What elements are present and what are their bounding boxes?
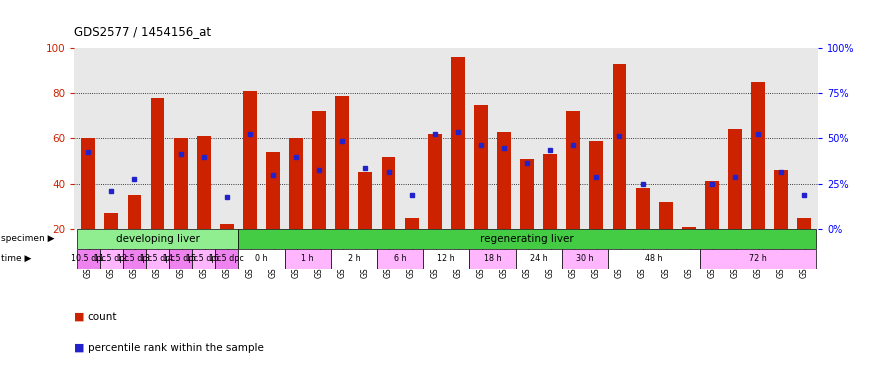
Bar <box>284 249 331 269</box>
Bar <box>238 249 284 269</box>
Bar <box>659 202 673 229</box>
Text: 12.5 dpc: 12.5 dpc <box>117 254 152 263</box>
Bar <box>77 249 100 269</box>
Bar <box>774 170 788 229</box>
Bar <box>220 225 234 229</box>
Bar <box>81 139 95 229</box>
Text: 48 h: 48 h <box>646 254 663 263</box>
Bar <box>197 136 211 229</box>
Bar <box>424 249 469 269</box>
Bar <box>238 229 816 249</box>
Bar <box>359 172 373 229</box>
Text: 18 h: 18 h <box>484 254 501 263</box>
Bar <box>566 111 580 229</box>
Bar <box>331 249 377 269</box>
Bar <box>404 218 418 229</box>
Text: 11.5 dpc: 11.5 dpc <box>94 254 129 263</box>
Bar <box>104 213 118 229</box>
Text: percentile rank within the sample: percentile rank within the sample <box>88 343 263 353</box>
Text: time ▶: time ▶ <box>1 254 31 263</box>
Bar <box>700 249 816 269</box>
Text: 72 h: 72 h <box>749 254 767 263</box>
Text: ■: ■ <box>74 312 85 322</box>
Bar <box>335 96 349 229</box>
Bar <box>474 104 488 229</box>
Bar <box>728 129 742 229</box>
Bar <box>377 249 424 269</box>
Bar <box>215 249 238 269</box>
Text: 12 h: 12 h <box>438 254 455 263</box>
Text: regenerating liver: regenerating liver <box>480 234 574 244</box>
Bar <box>243 91 257 229</box>
Bar <box>497 132 511 229</box>
Text: 24 h: 24 h <box>530 254 548 263</box>
Bar <box>612 64 626 229</box>
Bar <box>469 249 515 269</box>
Text: 1 h: 1 h <box>301 254 314 263</box>
Bar <box>123 249 146 269</box>
Bar <box>312 111 326 229</box>
Text: ■: ■ <box>74 343 85 353</box>
Bar <box>100 249 122 269</box>
Text: 10.5 dpc: 10.5 dpc <box>71 254 106 263</box>
Bar <box>289 139 303 229</box>
Bar <box>562 249 608 269</box>
Text: 2 h: 2 h <box>347 254 360 263</box>
Bar <box>608 249 700 269</box>
Text: 14.5 dpc: 14.5 dpc <box>164 254 198 263</box>
Text: 16.5 dpc: 16.5 dpc <box>209 254 244 263</box>
Bar <box>520 159 534 229</box>
Bar <box>590 141 604 229</box>
Bar <box>146 249 169 269</box>
Text: specimen ▶: specimen ▶ <box>1 235 54 243</box>
Text: 30 h: 30 h <box>576 254 593 263</box>
Text: count: count <box>88 312 117 322</box>
Bar <box>797 218 811 229</box>
Bar <box>382 157 396 229</box>
Text: 15.5 dpc: 15.5 dpc <box>186 254 221 263</box>
Bar <box>128 195 142 229</box>
Text: 6 h: 6 h <box>394 254 406 263</box>
Bar <box>77 229 238 249</box>
Text: GDS2577 / 1454156_at: GDS2577 / 1454156_at <box>74 25 212 38</box>
Bar <box>174 139 187 229</box>
Bar <box>451 57 465 229</box>
Bar <box>515 249 562 269</box>
Text: 0 h: 0 h <box>255 254 268 263</box>
Bar <box>543 154 557 229</box>
Bar <box>682 227 696 229</box>
Text: 13.5 dpc: 13.5 dpc <box>140 254 175 263</box>
Bar <box>751 82 765 229</box>
Text: developing liver: developing liver <box>116 234 200 244</box>
Bar <box>150 98 164 229</box>
Bar <box>705 182 718 229</box>
Bar <box>169 249 192 269</box>
Bar <box>266 152 280 229</box>
Bar <box>428 134 442 229</box>
Bar <box>192 249 215 269</box>
Bar <box>635 188 649 229</box>
